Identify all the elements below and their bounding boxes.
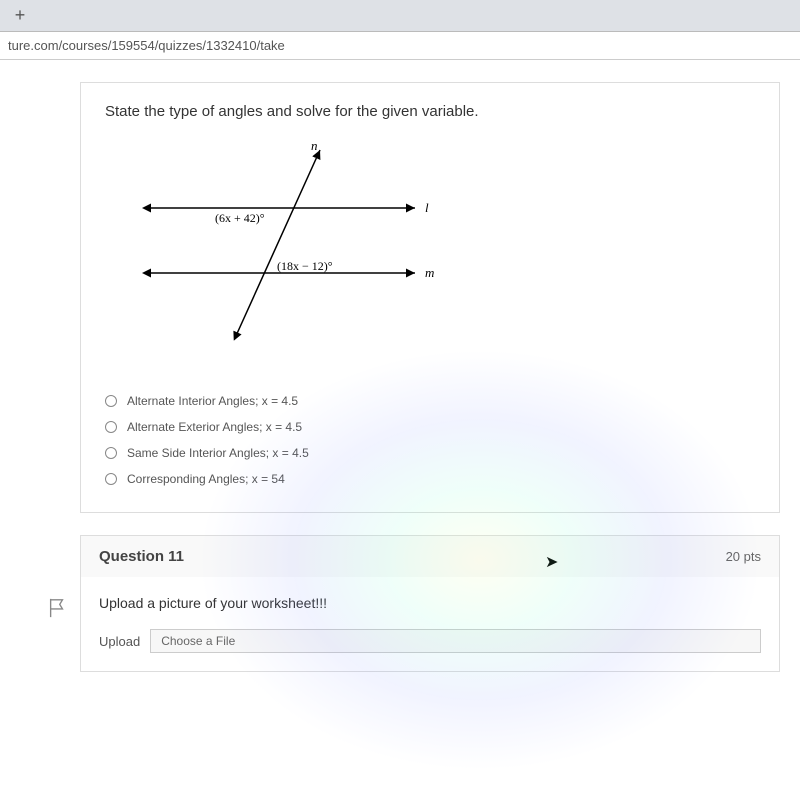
choose-file-button[interactable]: Choose a File [150, 629, 761, 653]
radio-icon [105, 395, 117, 407]
option-label: Alternate Interior Angles; x = 4.5 [127, 394, 298, 408]
radio-icon [105, 473, 117, 485]
question-11-header: Question 11 20 pts [80, 535, 780, 577]
answer-option[interactable]: Alternate Exterior Angles; x = 4.5 [105, 414, 755, 440]
question-11-card: Upload a picture of your worksheet!!! Up… [80, 577, 780, 672]
question-prompt: State the type of angles and solve for t… [105, 103, 755, 120]
option-label: Corresponding Angles; x = 54 [127, 472, 285, 486]
quiz-page: State the type of angles and solve for t… [0, 60, 800, 800]
radio-icon [105, 421, 117, 433]
radio-icon [105, 447, 117, 459]
option-label: Alternate Exterior Angles; x = 4.5 [127, 420, 302, 434]
upload-prompt: Upload a picture of your worksheet!!! [99, 595, 761, 611]
answer-options: Alternate Interior Angles; x = 4.5 Alter… [105, 388, 755, 492]
angle-bottom-label: (18x − 12)° [277, 259, 333, 273]
angle-diagram: l m n (6x + 42)° (18x − 12)° [125, 138, 485, 358]
question-points: 20 pts [726, 549, 761, 564]
new-tab-button[interactable]: + [8, 4, 32, 28]
upload-row: Upload Choose a File [99, 629, 761, 653]
angle-top-label: (6x + 42)° [215, 211, 265, 225]
line-l-label: l [425, 200, 429, 215]
option-label: Same Side Interior Angles; x = 4.5 [127, 446, 309, 460]
question-10-card: State the type of angles and solve for t… [80, 82, 780, 513]
flag-icon[interactable] [48, 598, 66, 618]
answer-option[interactable]: Corresponding Angles; x = 54 [105, 466, 755, 492]
cursor-icon: ➤ [545, 552, 558, 572]
question-title: Question 11 [99, 548, 184, 565]
transversal-label: n [311, 138, 318, 153]
answer-option[interactable]: Same Side Interior Angles; x = 4.5 [105, 440, 755, 466]
browser-tab-bar: + [0, 0, 800, 32]
address-bar[interactable]: ture.com/courses/159554/quizzes/1332410/… [0, 32, 800, 60]
answer-option[interactable]: Alternate Interior Angles; x = 4.5 [105, 388, 755, 414]
upload-label: Upload [99, 634, 140, 649]
url-text: ture.com/courses/159554/quizzes/1332410/… [8, 38, 285, 53]
line-m-label: m [425, 265, 434, 280]
